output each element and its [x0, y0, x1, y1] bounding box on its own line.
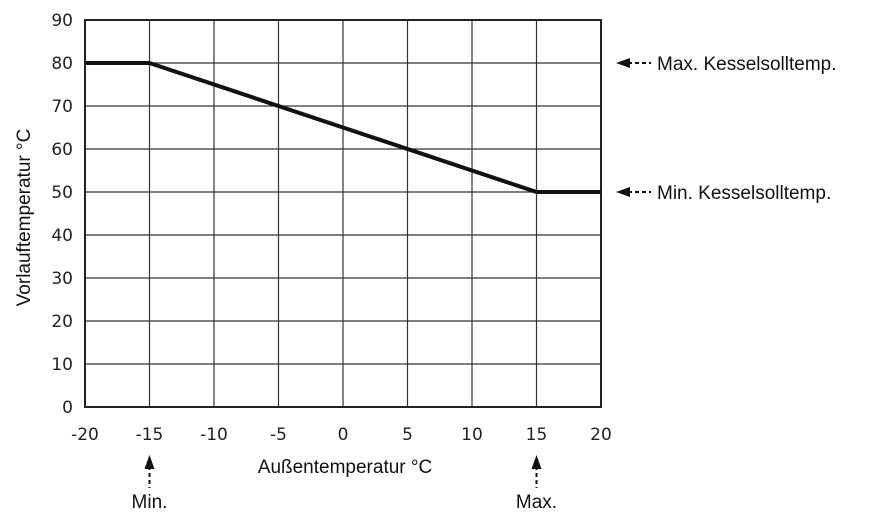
max-outdoor-label: Max.	[516, 492, 557, 513]
min-outdoor-annotation: Min.	[132, 455, 168, 513]
min-outdoor-arrow-head	[144, 455, 155, 469]
min-outdoor-label: Min.	[132, 492, 168, 513]
max-boiler-label: Max. Kesselsolltemp.	[657, 54, 837, 75]
y-tick-label: 0	[62, 398, 73, 418]
max-outdoor-annotation: Max.	[516, 455, 557, 513]
max-boiler-arrow-head	[616, 58, 630, 68]
x-tick-label: 0	[338, 425, 349, 445]
y-tick-label: 50	[51, 183, 73, 203]
y-tick-label: 90	[51, 11, 73, 31]
y-tick-labels: 0 10 20 30 40 50 60 70 80 90	[51, 11, 73, 418]
y-tick-label: 60	[51, 140, 73, 160]
max-outdoor-arrow-head	[531, 455, 542, 469]
max-boiler-annotation: Max. Kesselsolltemp.	[616, 54, 837, 75]
y-tick-label: 70	[51, 97, 73, 117]
x-tick-label: -10	[200, 425, 228, 445]
x-axis-label: Außentemperatur °C	[258, 457, 432, 478]
y-tick-label: 20	[51, 312, 73, 332]
x-tick-label: -5	[270, 425, 287, 445]
plot-frame	[84, 19, 602, 408]
x-tick-label: 10	[461, 425, 483, 445]
y-tick-label: 30	[51, 269, 73, 289]
grid-lines	[84, 19, 602, 408]
x-tick-label: 5	[402, 425, 413, 445]
min-boiler-label: Min. Kesselsolltemp.	[657, 183, 831, 204]
y-tick-label: 10	[51, 355, 73, 375]
min-boiler-arrow-head	[616, 187, 630, 197]
y-tick-label: 40	[51, 226, 73, 246]
y-axis-label: Vorlauftemperatur °C	[14, 129, 35, 307]
x-tick-label: 15	[526, 425, 548, 445]
x-tick-label: -20	[71, 425, 99, 445]
y-tick-label: 80	[51, 54, 73, 74]
x-tick-label: 20	[590, 425, 612, 445]
x-tick-label: -15	[136, 425, 164, 445]
min-boiler-annotation: Min. Kesselsolltemp.	[616, 183, 831, 204]
heating-curve-line	[85, 61, 601, 194]
x-tick-labels: -20 -15 -10 -5 0 5 10 15 20	[71, 425, 612, 445]
